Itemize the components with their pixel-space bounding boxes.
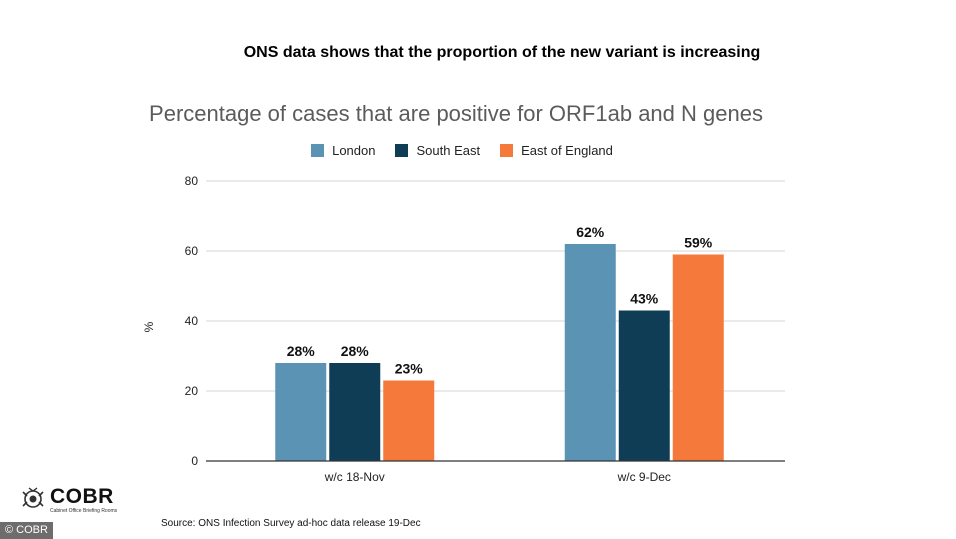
headline: ONS data shows that the proportion of th…: [243, 44, 761, 61]
legend-label-south-east: South East: [416, 143, 481, 158]
x-tick-label: w/c 18-Nov: [324, 470, 385, 484]
logo-subtitle: Cabinet Office Briefing Rooms: [50, 508, 118, 514]
data-label: 62%: [576, 224, 605, 240]
data-label: 59%: [684, 235, 713, 251]
legend-label-london: London: [332, 143, 376, 158]
bar-london: [564, 244, 616, 461]
source-note: Source: ONS Infection Survey ad-hoc data…: [161, 518, 421, 529]
chart-title: Percentage of cases that are positive fo…: [149, 101, 763, 126]
bar-south-east: [329, 363, 381, 461]
bar-east-of-england: [672, 254, 724, 461]
y-tick-label: 0: [191, 454, 198, 468]
y-tick-label: 40: [185, 314, 199, 328]
crest-icon: [22, 487, 44, 508]
y-tick-label: 80: [185, 174, 199, 188]
data-label: 28%: [287, 343, 316, 359]
cobr-logo: COBR Cabinet Office Briefing Rooms: [20, 486, 117, 514]
y-tick-label: 60: [185, 244, 199, 258]
data-label: 43%: [630, 291, 659, 307]
copyright-badge: © COBR: [0, 522, 53, 539]
legend-swatch-east-of-england: [500, 144, 514, 157]
data-label: 28%: [341, 343, 370, 359]
legend-label-east-of-england: East of England: [521, 143, 613, 158]
bar-london: [275, 363, 327, 461]
legend-item-london: London: [311, 143, 375, 158]
legend-swatch-london: [311, 144, 325, 157]
bar-south-east: [618, 310, 670, 461]
data-label: 23%: [395, 361, 424, 377]
chart-legend: London South East East of England: [0, 143, 924, 158]
legend-item-east-of-england: East of England: [500, 143, 613, 158]
y-axis-label: %: [142, 321, 156, 332]
legend-swatch-south-east: [395, 144, 409, 157]
x-tick-label: w/c 9-Dec: [617, 470, 671, 484]
logo-name: COBR: [50, 485, 114, 508]
y-tick-label: 20: [185, 384, 199, 398]
legend-item-south-east: South East: [395, 143, 480, 158]
bar-east-of-england: [383, 380, 435, 461]
